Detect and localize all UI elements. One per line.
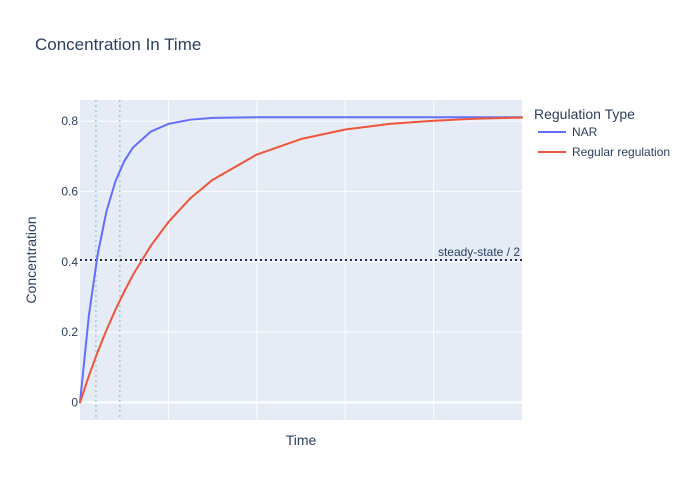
series-lines [79, 116, 523, 404]
gridlines [80, 100, 522, 420]
series-line-regular-regulation[interactable] [79, 116, 523, 404]
legend[interactable]: Regulation Type NAR Regular regulation [534, 106, 670, 159]
x-axis-title: Time [286, 432, 317, 448]
y-axis-title: Concentration [23, 216, 39, 303]
legend-title: Regulation Type [534, 106, 635, 122]
y-tick-label: 0 [71, 395, 78, 409]
legend-label-nar[interactable]: NAR [572, 125, 598, 139]
y-tick-label: 0.4 [61, 255, 78, 269]
legend-label-regular-regulation[interactable]: Regular regulation [572, 145, 670, 159]
steady-state-annotation: steady-state / 2 [438, 245, 520, 259]
series-line-nar[interactable] [79, 116, 523, 404]
y-tick-label: 0.2 [61, 325, 78, 339]
y-tick-label: 0.8 [61, 114, 78, 128]
y-tick-label: 0.6 [61, 184, 78, 198]
chart-title: Concentration In Time [35, 35, 201, 54]
tick-labels: 0 0.2 0.4 0.6 0.8 [61, 114, 78, 409]
